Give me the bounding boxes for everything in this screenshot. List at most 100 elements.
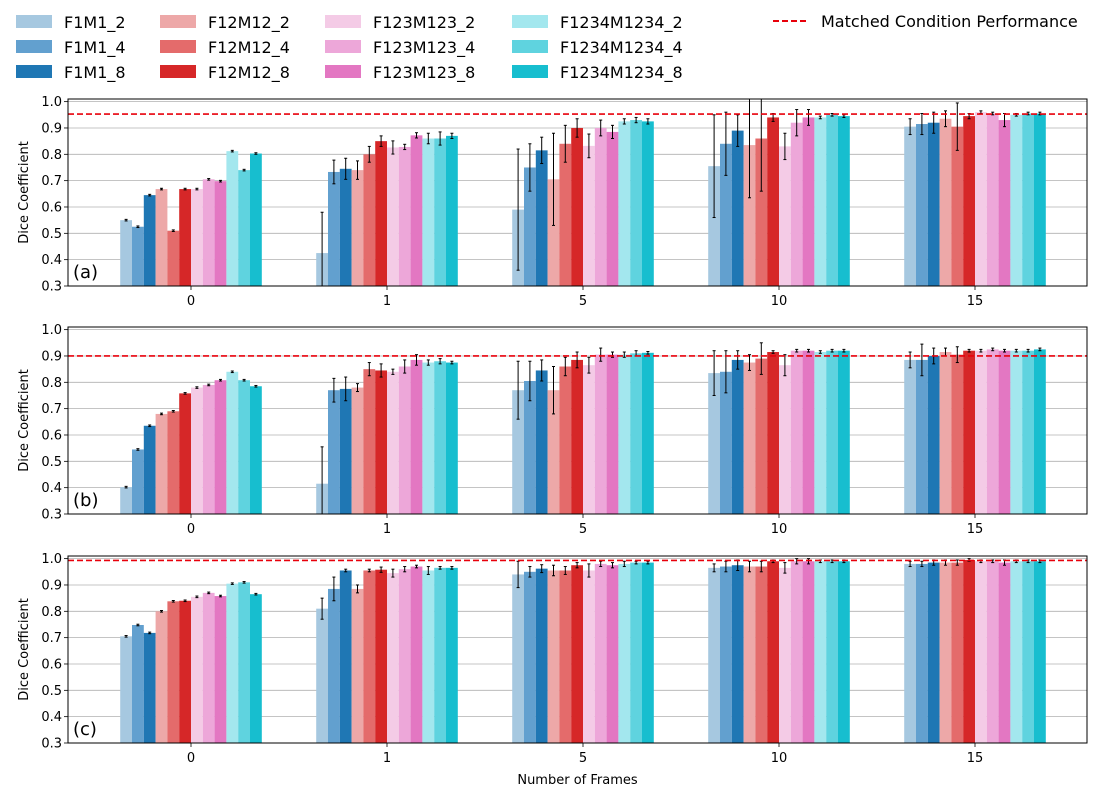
legend-label: F123M123_4 (373, 38, 475, 58)
bar (583, 365, 595, 514)
legend-label: F1234M1234_2 (560, 13, 683, 33)
bar (375, 569, 387, 743)
bar (167, 411, 180, 514)
y-axis-label: Dice Coefficient (17, 369, 32, 472)
bar (547, 179, 560, 286)
bar (963, 116, 975, 286)
bar (559, 366, 572, 514)
bar (630, 353, 642, 514)
bar (238, 582, 250, 743)
x-tick-label: 0 (187, 522, 195, 537)
bar (202, 592, 215, 743)
y-axis-label: Dice Coefficient (17, 141, 32, 244)
bar (375, 370, 387, 514)
bar (132, 625, 144, 743)
legend-swatch (325, 15, 361, 28)
bar (767, 117, 779, 287)
bar (120, 636, 132, 743)
bar (583, 145, 595, 286)
panel-label: (b) (73, 490, 98, 511)
bar (743, 145, 756, 286)
bar (434, 361, 446, 514)
legend-label: F1234M1234_4 (560, 38, 683, 58)
x-axis-label: Number of Frames (517, 773, 638, 788)
bar (814, 561, 827, 743)
bar (202, 179, 215, 286)
bar (790, 122, 803, 286)
bar (802, 350, 815, 514)
y-tick-label: 1.0 (41, 95, 62, 110)
bar (179, 189, 191, 286)
bar (410, 135, 423, 286)
plot-frame (67, 326, 1088, 515)
bar (422, 570, 435, 743)
legend-swatch (16, 15, 52, 28)
bar (998, 562, 1011, 743)
bar (446, 567, 458, 743)
x-tick-label: 1 (383, 522, 391, 537)
x-tick-label: 15 (967, 294, 984, 309)
bar (731, 565, 744, 743)
bar (214, 380, 227, 514)
bar (363, 570, 376, 743)
bar (986, 113, 999, 286)
bar (167, 230, 180, 286)
bar (398, 569, 411, 743)
bar (708, 166, 720, 286)
bar (512, 390, 524, 514)
legend-label: F123M123_8 (373, 63, 475, 83)
bar (642, 121, 654, 286)
bar (720, 371, 732, 514)
bar (986, 561, 999, 743)
legend-swatch (512, 15, 548, 28)
bar (191, 189, 203, 286)
bar (328, 390, 340, 514)
bar (535, 568, 548, 743)
y-tick-label: 0.6 (41, 657, 62, 672)
bar (720, 566, 732, 743)
bar (535, 150, 548, 286)
bar (606, 354, 619, 514)
legend-label: F1M1_2 (64, 13, 126, 33)
bar (351, 387, 364, 514)
bar (767, 352, 779, 514)
bar (226, 583, 239, 743)
bar (826, 114, 838, 286)
legend-matched-label: Matched Condition Performance (821, 12, 1078, 31)
y-tick-label: 0.5 (41, 227, 62, 242)
bar (524, 380, 536, 514)
bar (387, 371, 399, 514)
bar (214, 181, 227, 286)
x-tick-label: 15 (967, 751, 984, 766)
bar (642, 352, 654, 514)
bar (410, 566, 423, 743)
y-tick-label: 0.7 (41, 402, 62, 417)
bar (1034, 561, 1046, 743)
bar (179, 600, 191, 743)
bar (1022, 350, 1034, 514)
bar (630, 562, 642, 743)
bar (226, 371, 239, 514)
x-tick-label: 0 (187, 294, 195, 309)
bar (927, 562, 940, 743)
bar (731, 359, 744, 514)
legend-label: F12M12_8 (208, 63, 290, 83)
y-tick-label: 0.8 (41, 605, 62, 620)
bar (316, 608, 328, 743)
bar (975, 350, 987, 514)
bar (743, 362, 756, 514)
bar (434, 138, 446, 286)
bar (155, 413, 168, 514)
bar (524, 571, 536, 743)
bar (606, 131, 619, 286)
legend-label: F1M1_4 (64, 38, 126, 58)
bar (363, 154, 376, 286)
x-tick-label: 10 (771, 751, 788, 766)
y-tick-label: 0.3 (41, 508, 62, 523)
bar (1022, 561, 1034, 743)
bar (446, 135, 458, 286)
y-tick-label: 0.8 (41, 148, 62, 163)
bar (191, 596, 203, 743)
